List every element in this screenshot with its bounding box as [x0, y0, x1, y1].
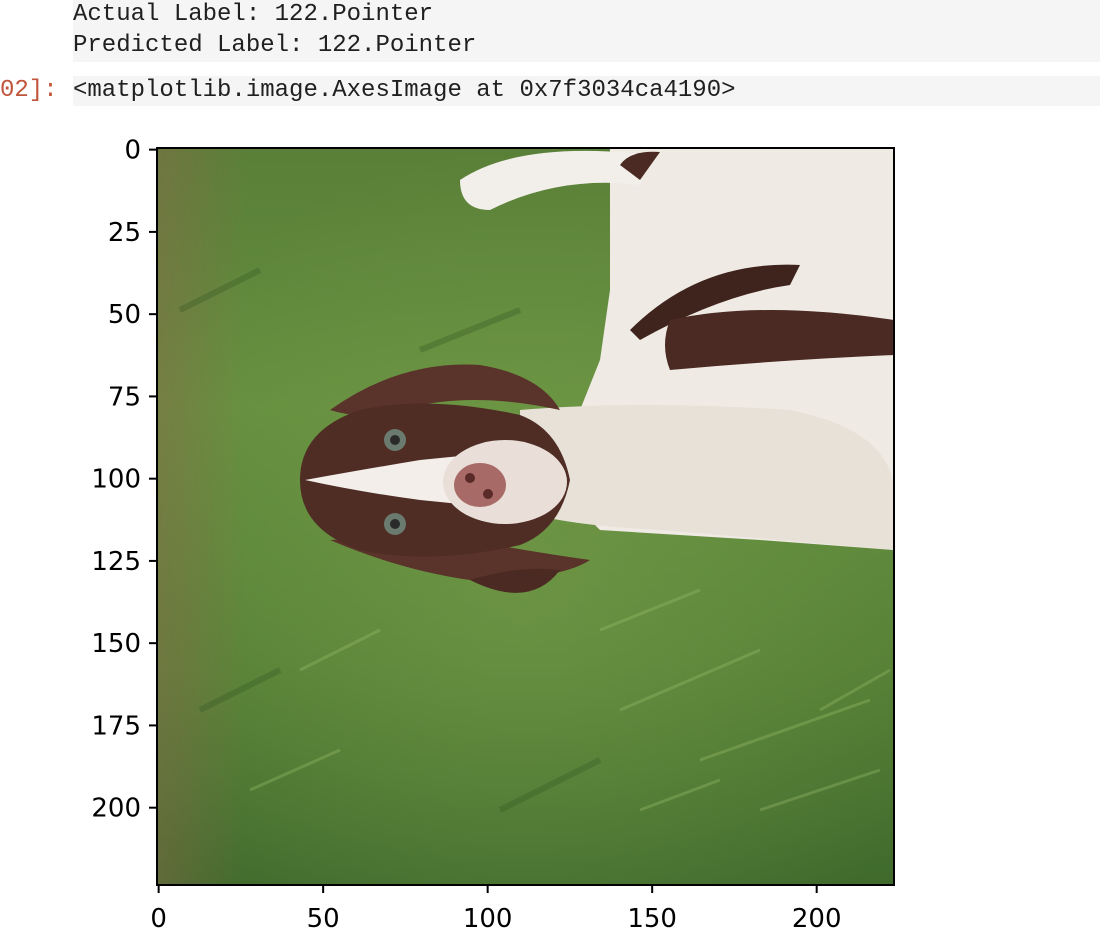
x-tick-label: 50: [307, 904, 340, 934]
y-tick-label: 125: [91, 547, 141, 577]
actual-label-line: Actual Label: 122.Pointer: [73, 1, 434, 28]
y-tick-label: 0: [124, 136, 141, 166]
y-tick-label: 175: [91, 711, 141, 741]
y-tick-label: 50: [108, 300, 141, 330]
y-tick-label: 200: [91, 794, 141, 824]
y-tick-label: 25: [108, 218, 141, 248]
y-tick-label: 150: [91, 629, 141, 659]
x-tick-label: 100: [463, 904, 513, 934]
y-tick-label: 100: [91, 465, 141, 495]
y-axis: 0 25 50 75 100 125 150 175 200: [91, 136, 157, 824]
x-tick-label: 200: [792, 904, 842, 934]
x-tick-label: 150: [627, 904, 677, 934]
output-prompt: 02]:: [0, 77, 73, 104]
execute-result-text: <matplotlib.image.AxesImage at 0x7f3034c…: [73, 77, 736, 104]
predicted-label-line: Predicted Label: 122.Pointer: [73, 32, 477, 59]
x-axis: 0 50 100 150 200: [150, 885, 842, 934]
axes-frame: [156, 147, 895, 886]
matplotlib-figure: 0 25 50 75 100 125 150 175 200 0 50 100 150 200: [91, 136, 895, 934]
stdout-output: Actual Label: 122.Pointer Predicted Labe…: [73, 0, 1100, 62]
y-tick-label: 75: [108, 382, 141, 412]
x-tick-label: 0: [150, 904, 167, 934]
dog-image: [157, 148, 894, 885]
execute-result: <matplotlib.image.AxesImage at 0x7f3034c…: [73, 76, 1100, 106]
